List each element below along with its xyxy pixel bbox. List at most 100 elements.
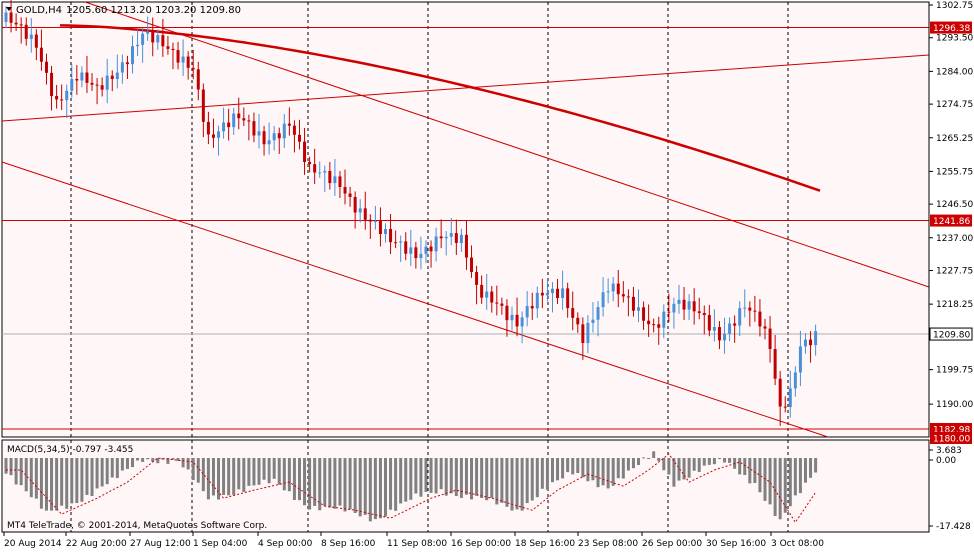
price-tick-label: 1284.00 bbox=[936, 67, 973, 77]
candle-body bbox=[682, 299, 686, 310]
macd-bar bbox=[404, 458, 408, 502]
candle-body bbox=[343, 187, 347, 194]
macd-bar bbox=[606, 458, 610, 489]
candle-body bbox=[434, 236, 438, 252]
macd-bar bbox=[778, 458, 782, 520]
candle-body bbox=[606, 291, 610, 293]
macd-bar bbox=[576, 458, 580, 474]
time-tick-label: 16 Sep 00:00 bbox=[451, 539, 511, 549]
macd-bar bbox=[424, 458, 428, 492]
candle-body bbox=[85, 72, 89, 83]
candle-body bbox=[303, 141, 307, 162]
chart-menu-triangle-icon[interactable] bbox=[6, 7, 12, 11]
candle-body bbox=[783, 406, 787, 408]
macd-bar bbox=[75, 458, 79, 503]
candle-body bbox=[809, 339, 813, 346]
macd-bar bbox=[19, 458, 23, 486]
macd-bar bbox=[500, 458, 504, 503]
macd-bar bbox=[328, 458, 332, 508]
macd-bar bbox=[596, 458, 600, 488]
macd-bar bbox=[95, 458, 99, 489]
macd-bar bbox=[591, 458, 595, 481]
time-tick-label: 3 Oct 08:00 bbox=[771, 539, 824, 549]
macd-bar bbox=[394, 458, 398, 511]
candle-body bbox=[798, 346, 802, 373]
candle-body bbox=[601, 292, 605, 308]
candle-body bbox=[652, 324, 656, 326]
time-tick-label: 18 Sep 16:00 bbox=[515, 539, 575, 549]
trend-lines bbox=[1, 1, 930, 438]
macd-bar bbox=[783, 458, 787, 513]
candle-body bbox=[338, 176, 342, 188]
price-tick-label: 1293.50 bbox=[936, 34, 973, 44]
candle-body bbox=[328, 170, 332, 184]
candle-body bbox=[44, 61, 48, 73]
candle-body bbox=[525, 306, 529, 318]
macd-label: MACD(5,34,5) -0.797 -3.455 bbox=[7, 445, 133, 455]
macd-bar bbox=[384, 458, 387, 517]
candle-body bbox=[581, 324, 585, 344]
candle-body bbox=[419, 253, 423, 259]
macd-signal-polyline bbox=[6, 453, 817, 524]
candle-body bbox=[120, 62, 124, 73]
macd-bar bbox=[550, 458, 554, 483]
price-level-label: 1182.98 bbox=[933, 425, 970, 435]
candle-body bbox=[697, 311, 701, 313]
candle-body bbox=[677, 299, 681, 304]
price-axis[interactable]: 1302.75 1293.50 1284.00 1274.75 1265.25 1255.… bbox=[928, 1, 973, 437]
candle-body bbox=[728, 323, 732, 334]
candle-body bbox=[773, 349, 777, 379]
candle-body bbox=[550, 288, 554, 293]
macd-bar bbox=[55, 458, 59, 511]
candle-body bbox=[707, 315, 711, 331]
candle-body bbox=[211, 134, 215, 138]
candle-body bbox=[459, 234, 463, 243]
channel-line-lower bbox=[1, 161, 829, 438]
candle-body bbox=[34, 34, 38, 48]
macd-bar bbox=[277, 458, 281, 485]
macd-bar bbox=[788, 458, 792, 507]
candle-body bbox=[282, 123, 286, 139]
macd-bar bbox=[85, 458, 89, 495]
candle-body bbox=[384, 228, 387, 235]
chart-header: GOLD,H4 1205.60 1213.20 1203.20 1209.80 bbox=[6, 5, 241, 16]
candle-body bbox=[637, 307, 640, 311]
time-axis[interactable]: 20 Aug 2014 22 Aug 20:00 27 Aug 12:00 1 Sep… bbox=[3, 532, 824, 549]
candle-body bbox=[191, 67, 195, 70]
candle-body bbox=[292, 125, 296, 135]
price-level-tag bbox=[930, 214, 972, 227]
candle-body bbox=[723, 333, 727, 341]
candle-body bbox=[409, 247, 413, 254]
macd-bar bbox=[237, 458, 241, 490]
candle-body bbox=[196, 69, 200, 90]
macd-bar bbox=[723, 458, 727, 463]
macd-bar bbox=[389, 458, 393, 510]
trend-line bbox=[1, 54, 930, 122]
macd-bar bbox=[556, 458, 560, 481]
macd-bar bbox=[176, 458, 180, 461]
macd-bar bbox=[505, 458, 509, 507]
candle-body bbox=[318, 172, 322, 174]
price-level-label: 1296.38 bbox=[933, 24, 970, 34]
macd-bar bbox=[65, 458, 69, 509]
candle-body bbox=[470, 257, 474, 273]
candle-body bbox=[545, 292, 549, 296]
candle-body bbox=[485, 291, 489, 298]
copyright-text: MT4 TeleTrade, © 2001-2014, MetaQuotes S… bbox=[7, 521, 267, 531]
macd-bar bbox=[217, 458, 221, 500]
candle-body bbox=[414, 247, 418, 259]
time-tick-label: 27 Aug 12:00 bbox=[130, 539, 191, 549]
macd-bar bbox=[459, 458, 463, 498]
macd-bar bbox=[60, 458, 64, 506]
symbol-label: GOLD,H4 bbox=[16, 5, 62, 16]
candle-body bbox=[186, 56, 190, 68]
candle-body bbox=[768, 328, 772, 350]
macd-bar bbox=[287, 458, 291, 492]
candle-body bbox=[647, 320, 651, 325]
candle-body bbox=[70, 79, 74, 91]
channel-line-upper bbox=[84, 1, 930, 288]
candle-body bbox=[667, 311, 671, 313]
